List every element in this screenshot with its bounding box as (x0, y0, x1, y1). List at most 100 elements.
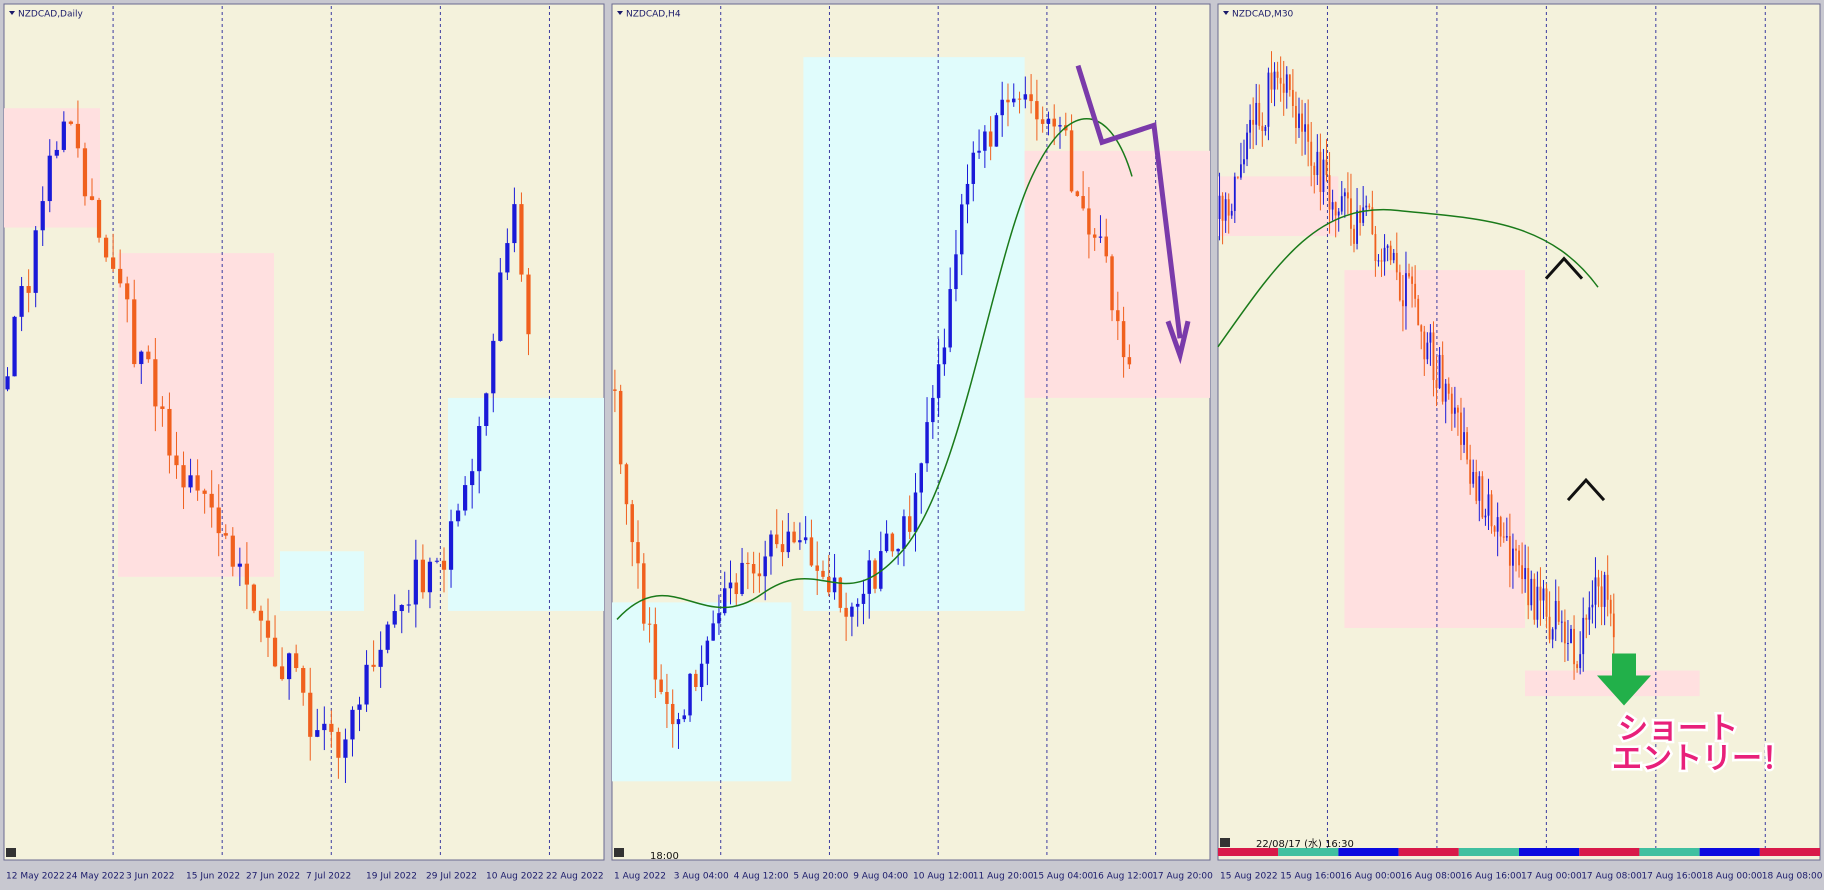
candle-body (343, 739, 348, 758)
candle-body (406, 604, 411, 606)
candle-body (139, 351, 144, 365)
candle-body (512, 204, 517, 244)
candle-body (1353, 228, 1355, 244)
x-axis-label: 16 Aug 08:00 (1401, 872, 1462, 882)
candle-body (728, 582, 733, 589)
x-axis-label: 9 Aug 04:00 (853, 872, 908, 882)
candle-body (1609, 599, 1612, 614)
candle-body (1258, 102, 1261, 126)
candle-body (1438, 354, 1441, 389)
candle-body (1444, 383, 1447, 402)
window-menu (617, 11, 623, 15)
candle-body (1012, 98, 1016, 103)
window-menu (9, 11, 15, 15)
candle-body (1368, 205, 1371, 208)
candle-body (1499, 517, 1502, 537)
candle-body (463, 485, 468, 511)
candle-body (357, 704, 362, 710)
x-axis-label: 15 Aug 2022 (1220, 872, 1278, 882)
candle-body (855, 603, 860, 607)
x-axis-label: 12 May 2022 (6, 872, 65, 882)
candle-body (244, 563, 249, 585)
candle-body (1493, 526, 1496, 532)
candle-body (1478, 476, 1481, 501)
candle-body (1264, 126, 1267, 131)
candle-body (861, 593, 866, 604)
candle-body (1276, 71, 1279, 78)
candle-body (1408, 273, 1410, 277)
candle-body (676, 719, 681, 725)
candle-body (740, 562, 744, 595)
candle-body (75, 123, 81, 149)
candle-body (1457, 407, 1459, 413)
candle-body (1395, 252, 1398, 273)
candle-body (12, 316, 17, 377)
chart-window: NZDCAD,Daily 12 May 2022 24 May 2022 3 Jun … (3, 3, 605, 882)
candle-body (884, 533, 889, 552)
candle-body (913, 492, 918, 532)
candle-body (786, 531, 791, 553)
zone (448, 397, 604, 611)
candle-body (1035, 101, 1039, 120)
candle-body (237, 563, 242, 567)
candle-body (1487, 494, 1490, 516)
candle-body (1481, 476, 1484, 518)
candle-body (1576, 664, 1579, 669)
candle-body (919, 463, 923, 493)
session-bar (1639, 848, 1700, 856)
candle-body (769, 534, 773, 557)
candle-body (1218, 195, 1221, 219)
candle-body (1521, 565, 1524, 580)
x-axis-label: 16 Aug 00:00 (1340, 872, 1401, 882)
candle-body (931, 397, 935, 423)
candle-body (1343, 192, 1346, 197)
zone (1024, 150, 1210, 398)
candle-body (1052, 118, 1056, 127)
x-axis-label: 17 Aug 08:00 (1581, 872, 1642, 882)
candle-body (1261, 125, 1264, 131)
candle-body (948, 289, 952, 348)
zone (118, 253, 274, 577)
candle-body (711, 623, 715, 641)
candle-body (47, 155, 52, 202)
annotation: ショート (1618, 712, 1738, 747)
candle-body (780, 544, 785, 553)
candle-body (68, 121, 73, 124)
candle-body (455, 510, 461, 522)
candle-body (1515, 548, 1517, 551)
candle-body (896, 548, 900, 552)
candle-body (821, 570, 825, 577)
candle-body (1530, 578, 1533, 606)
candle-body (1040, 119, 1045, 124)
x-axis-label: 15 Aug 04:00 (1033, 872, 1094, 882)
candle-body (1307, 124, 1310, 142)
peak-mark (1566, 477, 1606, 502)
candle-body (1334, 202, 1337, 216)
x-axis-label: 15 Aug 16:00 (1280, 872, 1341, 882)
session-bar (1759, 848, 1820, 856)
candle-body (1313, 165, 1316, 176)
candle-body (427, 561, 433, 593)
candle-body (636, 542, 640, 564)
candle-body (287, 653, 292, 680)
candle-body (763, 556, 767, 577)
candle-body (670, 703, 675, 725)
candle-body (111, 257, 116, 269)
candle-body (1325, 159, 1328, 176)
candle-body (1398, 272, 1401, 301)
candle-body (1597, 577, 1600, 587)
candle-body (195, 475, 200, 491)
candle-body (1255, 102, 1258, 125)
zone (280, 551, 364, 611)
candle-body (491, 340, 496, 394)
candle-body (699, 663, 704, 688)
candle-body (798, 540, 802, 543)
time-label: 18:00 (650, 851, 679, 862)
x-axis-label: 7 Jul 2022 (306, 872, 351, 882)
annotation: エントリー！ (1612, 742, 1792, 777)
candle-body (322, 723, 327, 731)
candle-body (519, 204, 524, 275)
candle-body (983, 131, 987, 151)
